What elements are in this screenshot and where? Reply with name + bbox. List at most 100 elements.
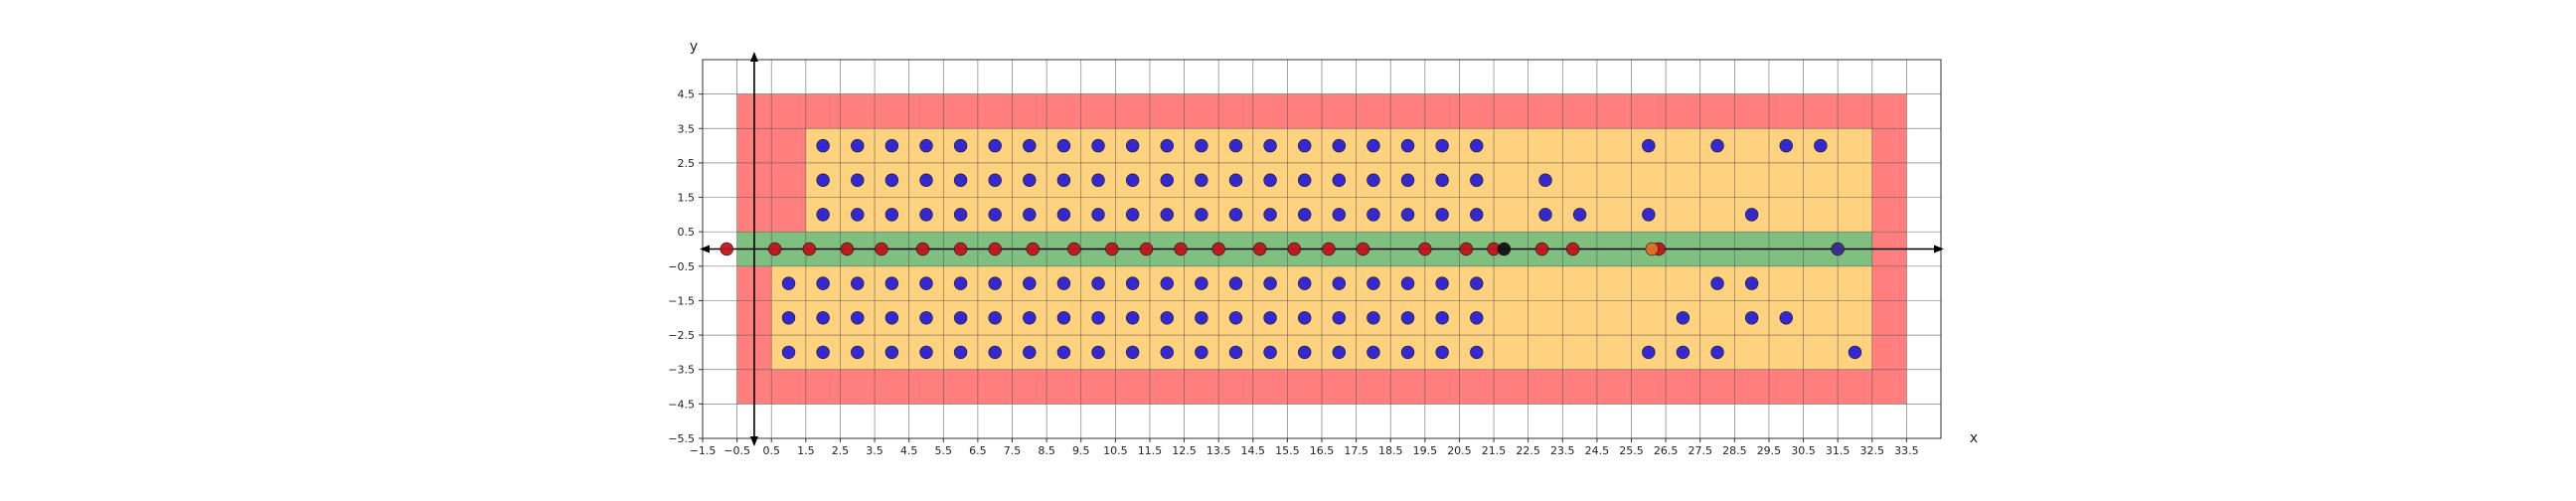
- x-tick-label: 19.5: [1413, 444, 1438, 457]
- data-point: [1056, 345, 1071, 360]
- data-point: [953, 242, 968, 256]
- data-point: [1367, 276, 1380, 290]
- data-point: [1538, 173, 1552, 187]
- data-point: [1470, 208, 1484, 222]
- data-point: [919, 276, 933, 290]
- y-tick-label: 3.5: [678, 122, 696, 135]
- data-point: [1125, 311, 1140, 325]
- x-axis-arrow-right: [1934, 245, 1944, 253]
- data-point: [1332, 138, 1347, 153]
- x-tick-label: 1.5: [797, 444, 815, 457]
- y-tick-label: −1.5: [668, 294, 695, 307]
- data-point: [988, 138, 1002, 153]
- data-point: [851, 345, 865, 360]
- data-point: [1744, 311, 1759, 325]
- data-point: [1105, 242, 1119, 256]
- data-point: [1538, 208, 1552, 222]
- data-point: [1125, 173, 1140, 187]
- data-point: [1710, 138, 1724, 153]
- data-point: [816, 173, 830, 187]
- data-point: [1160, 345, 1174, 360]
- data-point: [1056, 138, 1071, 153]
- data-point: [1125, 276, 1140, 290]
- data-point: [1435, 138, 1449, 153]
- data-point: [1332, 345, 1347, 360]
- data-point: [953, 173, 968, 187]
- data-point: [1367, 138, 1380, 153]
- x-tick-label: 18.5: [1378, 444, 1403, 457]
- x-tick-label: 13.5: [1207, 444, 1231, 457]
- data-point: [1056, 311, 1071, 325]
- data-point: [1572, 208, 1587, 222]
- data-point: [1322, 242, 1336, 256]
- data-point: [953, 208, 968, 222]
- x-tick-label: 8.5: [1038, 444, 1055, 457]
- x-axis-label: x: [1970, 430, 1978, 446]
- data-point: [1367, 311, 1380, 325]
- data-point: [851, 173, 865, 187]
- data-point: [953, 138, 968, 153]
- data-point: [1125, 345, 1140, 360]
- data-point: [1195, 276, 1208, 290]
- data-point: [1195, 138, 1208, 153]
- data-point: [1228, 345, 1243, 360]
- data-point: [851, 208, 865, 222]
- data-point: [816, 311, 830, 325]
- data-point: [1125, 208, 1140, 222]
- data-point: [919, 138, 933, 153]
- y-tick-label: −5.5: [668, 432, 695, 445]
- data-point: [875, 242, 888, 256]
- data-point: [988, 173, 1002, 187]
- data-point: [919, 173, 933, 187]
- data-point: [816, 208, 830, 222]
- data-point: [988, 208, 1002, 222]
- x-tick-label: 33.5: [1894, 444, 1919, 457]
- x-tick-label: 5.5: [935, 444, 953, 457]
- data-point: [1367, 345, 1380, 360]
- data-point: [1744, 276, 1759, 290]
- data-point: [1470, 138, 1484, 153]
- data-point: [1195, 345, 1208, 360]
- data-point: [1459, 242, 1474, 256]
- data-point: [1195, 208, 1208, 222]
- x-tick-label: 23.5: [1550, 444, 1575, 457]
- data-point: [802, 242, 816, 256]
- data-point: [988, 311, 1002, 325]
- data-point: [816, 138, 830, 153]
- data-point: [1195, 173, 1208, 187]
- data-point: [915, 242, 930, 256]
- x-tick-label: 17.5: [1344, 444, 1368, 457]
- data-point: [885, 173, 899, 187]
- data-point: [1228, 173, 1243, 187]
- data-point: [1470, 173, 1484, 187]
- data-point: [851, 311, 865, 325]
- data-point: [1676, 345, 1690, 360]
- y-axis-arrow-bottom: [749, 436, 758, 446]
- data-point: [1263, 208, 1277, 222]
- data-point: [1263, 138, 1277, 153]
- data-point: [1228, 276, 1243, 290]
- data-point: [988, 276, 1002, 290]
- y-tick-label: 2.5: [678, 157, 696, 170]
- x-tick-label: 31.5: [1826, 444, 1851, 457]
- data-point: [1023, 345, 1037, 360]
- data-point: [781, 345, 796, 360]
- x-tick-label: 30.5: [1791, 444, 1816, 457]
- x-tick-label: 25.5: [1619, 444, 1644, 457]
- data-point: [816, 276, 830, 290]
- data-point: [1091, 276, 1105, 290]
- data-point: [1367, 173, 1380, 187]
- data-point: [885, 276, 899, 290]
- x-tick-label: 24.5: [1585, 444, 1610, 457]
- data-point: [1287, 242, 1302, 256]
- data-point: [885, 138, 899, 153]
- data-point: [1297, 276, 1312, 290]
- data-point: [1779, 138, 1793, 153]
- data-point: [1160, 311, 1174, 325]
- x-tick-label: 16.5: [1310, 444, 1335, 457]
- data-point: [1211, 242, 1225, 256]
- data-point: [851, 138, 865, 153]
- x-tick-label: −0.5: [724, 444, 750, 457]
- data-point: [1023, 173, 1037, 187]
